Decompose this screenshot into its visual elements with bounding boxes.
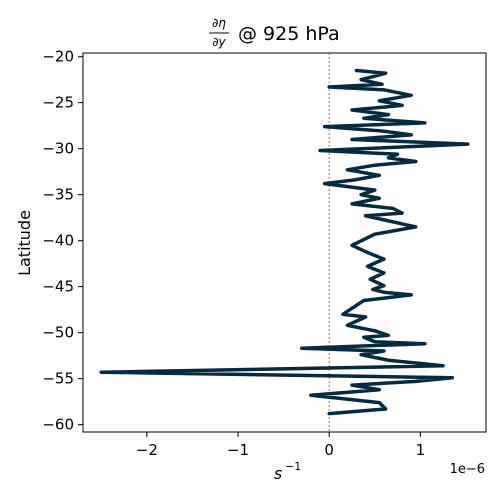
x-tick-label: −2 [136, 441, 158, 459]
y-tick-label: −30 [42, 140, 74, 158]
x-offset-label: 1e−6 [450, 462, 485, 477]
title-fraction-denominator: ∂y [212, 35, 226, 49]
x-tick-label: 0 [324, 441, 334, 459]
y-tick-label: −50 [42, 324, 74, 342]
x-tick-label: −1 [227, 441, 249, 459]
x-axis-label-base: s [274, 464, 282, 483]
y-tick-label: −25 [42, 94, 74, 112]
title-suffix: @ 925 hPa [238, 23, 340, 45]
plot-area [99, 53, 470, 432]
y-axis-label: Latitude [15, 210, 34, 276]
y-tick-label: −20 [42, 48, 74, 66]
chart-title: ∂η ∂y @ 925 hPa [209, 16, 340, 49]
plot-frame [82, 52, 487, 433]
y-tick-label: −60 [42, 416, 74, 434]
y-tick-label: −40 [42, 232, 74, 250]
y-tick-label: −55 [42, 370, 74, 388]
y-tick-label: −35 [42, 186, 74, 204]
x-axis-label: s −1 [274, 460, 301, 483]
tick-layer: −2 −1 0 1 −20 −25 −30 −35 −40 −45 −50 −55 −60 [42, 48, 425, 459]
series-line [99, 68, 470, 416]
y-tick-label: −45 [42, 278, 74, 296]
title-fraction-numerator: ∂η [212, 16, 226, 30]
x-tick-label: 1 [416, 441, 426, 459]
x-axis-label-exponent: −1 [285, 460, 301, 473]
